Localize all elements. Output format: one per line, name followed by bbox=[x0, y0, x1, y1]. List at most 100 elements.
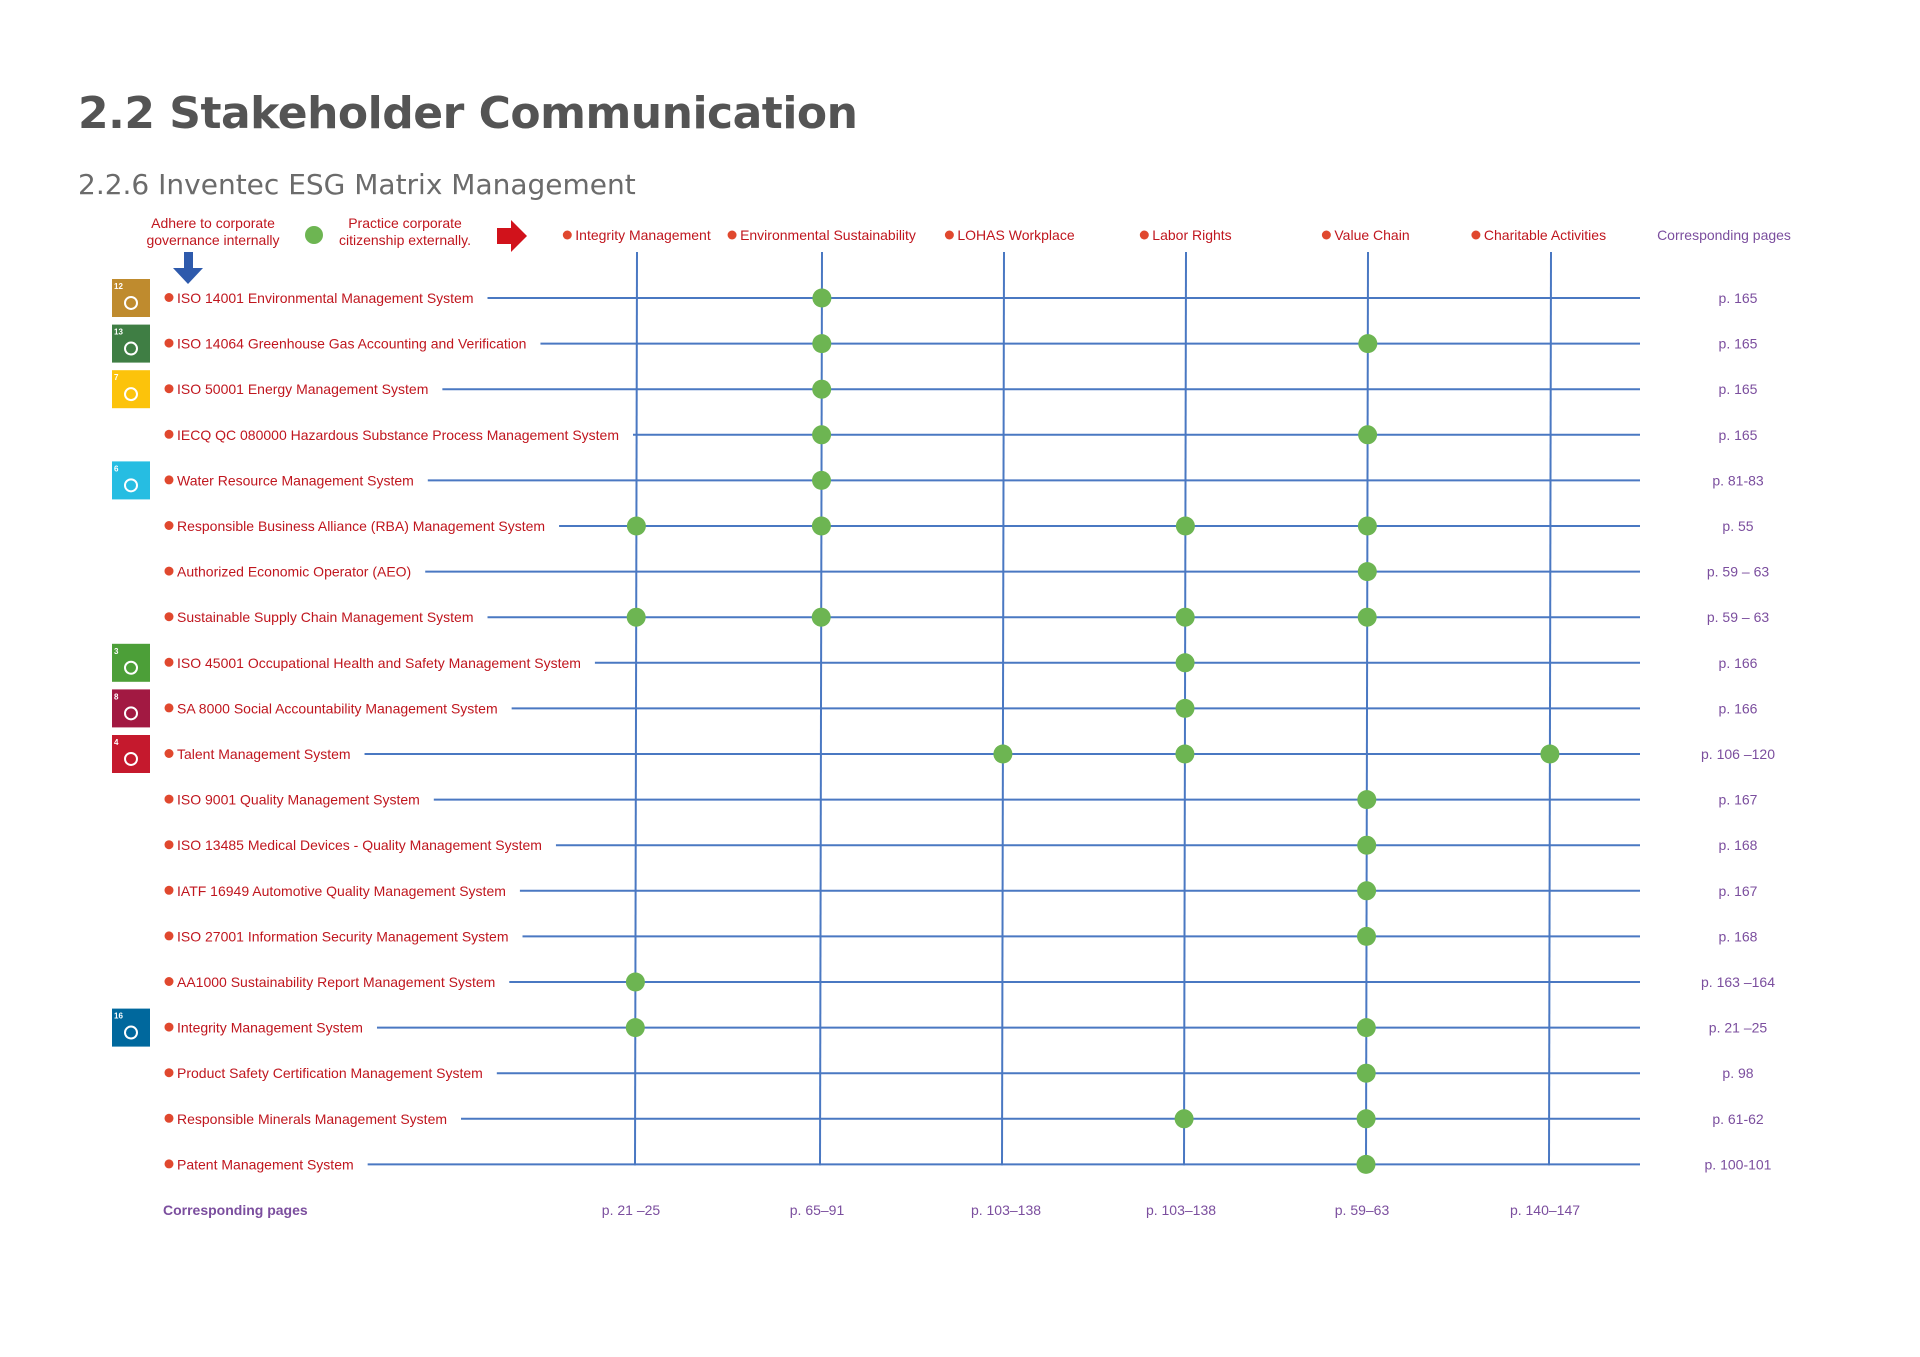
row-label-6: Authorized Economic Operator (AEO) bbox=[177, 564, 411, 580]
sdg-4-icon bbox=[112, 735, 150, 773]
sdg-glyph-icon bbox=[124, 706, 138, 721]
row-pages-10: p. 106 –120 bbox=[1701, 746, 1775, 762]
external-legend-line2: citizenship externally. bbox=[339, 232, 471, 248]
matrix-dot-r0-c1 bbox=[812, 288, 832, 308]
row-pages-17: p. 98 bbox=[1722, 1065, 1753, 1081]
column-pages-5: p. 140–147 bbox=[1510, 1202, 1580, 1218]
row-label-9: SA 8000 Social Accountability Management… bbox=[177, 700, 498, 716]
matrix-dot-r1-c1 bbox=[812, 334, 832, 354]
column-pages-2: p. 103–138 bbox=[971, 1202, 1041, 1218]
page-title: 2.2 Stakeholder Communication bbox=[78, 88, 858, 139]
sdg-number: 13 bbox=[114, 328, 123, 337]
row-pages-6: p. 59 – 63 bbox=[1707, 564, 1769, 580]
column-gridline-5 bbox=[1548, 251, 1552, 1166]
row-pages-8: p. 166 bbox=[1719, 655, 1758, 671]
row-pages-4: p. 81-83 bbox=[1712, 472, 1764, 488]
row-bullet-4 bbox=[164, 475, 174, 485]
row-bullet-2 bbox=[164, 384, 174, 394]
matrix-dot-r10-c2 bbox=[993, 744, 1013, 764]
matrix-dot-r15-c0 bbox=[625, 972, 645, 992]
down-arrow-icon bbox=[184, 252, 193, 270]
column-gridline-0 bbox=[634, 251, 638, 1166]
matrix-dot-r12-c4 bbox=[1357, 835, 1377, 855]
row-pages-0: p. 165 bbox=[1719, 290, 1758, 306]
matrix-dot-r17-c4 bbox=[1356, 1063, 1376, 1083]
row-label-0: ISO 14001 Environmental Management Syste… bbox=[177, 290, 474, 306]
row-label-14: ISO 27001 Information Security Managemen… bbox=[177, 928, 509, 944]
column-pages-0: p. 21 –25 bbox=[602, 1202, 661, 1218]
row-label-13: IATF 16949 Automotive Quality Management… bbox=[177, 883, 506, 899]
internal-legend-line1: Adhere to corporate bbox=[151, 215, 275, 231]
column-gridline-1 bbox=[819, 251, 823, 1166]
row-bullet-16 bbox=[164, 1022, 174, 1032]
column-header-1: Environmental Sustainability bbox=[740, 227, 916, 243]
row-bullet-5 bbox=[164, 521, 174, 530]
sdg-number: 8 bbox=[114, 692, 119, 701]
matrix-dot-r7-c0 bbox=[626, 607, 646, 627]
matrix-dot-r18-c4 bbox=[1356, 1109, 1376, 1129]
row-pages-18: p. 61-62 bbox=[1712, 1111, 1764, 1127]
column-header-4: Value Chain bbox=[1334, 227, 1409, 243]
row-bullet-9 bbox=[164, 703, 174, 713]
sdg-3-icon bbox=[112, 643, 150, 682]
matrix-dot-r14-c4 bbox=[1356, 926, 1376, 946]
sdg-12-icon bbox=[112, 279, 150, 317]
matrix-dot-r19-c4 bbox=[1356, 1154, 1376, 1174]
row-bullet-8 bbox=[164, 657, 174, 667]
matrix-dot-r4-c1 bbox=[811, 470, 831, 490]
row-bullet-17 bbox=[164, 1068, 174, 1078]
matrix-dot-r7-c4 bbox=[1357, 607, 1377, 627]
row-pages-9: p. 166 bbox=[1719, 700, 1758, 716]
row-bullet-7 bbox=[164, 612, 174, 622]
sdg-glyph-icon bbox=[124, 1025, 138, 1040]
column-bullet-4 bbox=[1321, 230, 1331, 240]
row-bullet-19 bbox=[164, 1159, 174, 1169]
sdg-glyph-icon bbox=[124, 751, 138, 766]
column-gridline-4 bbox=[1365, 251, 1369, 1166]
row-label-1: ISO 14064 Greenhouse Gas Accounting and … bbox=[177, 336, 526, 352]
row-pages-3: p. 165 bbox=[1719, 427, 1758, 443]
sdg-number: 7 bbox=[114, 373, 119, 382]
row-label-4: Water Resource Management System bbox=[177, 472, 414, 488]
matrix-dot-r10-c5 bbox=[1540, 744, 1560, 764]
row-bullet-0 bbox=[164, 293, 174, 302]
sdg-glyph-icon bbox=[124, 295, 138, 310]
row-label-2: ISO 50001 Energy Management System bbox=[177, 381, 428, 397]
row-label-17: Product Safety Certification Management … bbox=[177, 1065, 483, 1081]
row-bullet-15 bbox=[164, 977, 174, 986]
row-bullet-10 bbox=[164, 749, 174, 758]
sdg-glyph-icon bbox=[124, 341, 138, 356]
matrix-dot-r9-c3 bbox=[1175, 698, 1195, 718]
sdg-13-icon bbox=[112, 324, 150, 363]
right-arrow-icon bbox=[497, 220, 527, 252]
sdg-glyph-icon bbox=[124, 660, 138, 675]
column-pages-3: p. 103–138 bbox=[1146, 1202, 1216, 1218]
row-label-15: AA1000 Sustainability Report Management … bbox=[177, 974, 495, 990]
row-pages-7: p. 59 – 63 bbox=[1707, 609, 1769, 625]
row-label-10: Talent Management System bbox=[177, 746, 351, 762]
row-label-19: Patent Management System bbox=[177, 1156, 354, 1172]
sdg-number: 16 bbox=[114, 1012, 123, 1021]
matrix-dot-r3-c1 bbox=[812, 425, 832, 445]
row-bullet-1 bbox=[164, 338, 174, 348]
row-bullet-12 bbox=[164, 840, 174, 850]
matrix-dot-r3-c4 bbox=[1358, 425, 1378, 445]
matrix-dot-r2-c1 bbox=[812, 379, 832, 399]
column-bullet-3 bbox=[1139, 230, 1149, 240]
row-pages-11: p. 167 bbox=[1719, 792, 1758, 808]
sdg-number: 3 bbox=[114, 647, 119, 656]
matrix-dot-r10-c3 bbox=[1175, 744, 1195, 764]
row-label-11: ISO 9001 Quality Management System bbox=[177, 792, 420, 808]
row-pages-14: p. 168 bbox=[1719, 928, 1758, 944]
sdg-number: 6 bbox=[114, 464, 119, 473]
column-header-3: Labor Rights bbox=[1152, 227, 1231, 243]
column-gridline-2 bbox=[1001, 251, 1005, 1166]
matrix-dot-r6-c4 bbox=[1357, 562, 1377, 582]
column-pages-1: p. 65–91 bbox=[790, 1202, 845, 1218]
row-label-18: Responsible Minerals Management System bbox=[177, 1111, 447, 1127]
matrix-dot-r7-c1 bbox=[811, 607, 831, 627]
row-label-3: IECQ QC 080000 Hazardous Substance Proce… bbox=[177, 427, 619, 443]
row-pages-13: p. 167 bbox=[1719, 883, 1758, 899]
row-bullet-18 bbox=[164, 1113, 174, 1123]
row-pages-16: p. 21 –25 bbox=[1709, 1020, 1768, 1036]
